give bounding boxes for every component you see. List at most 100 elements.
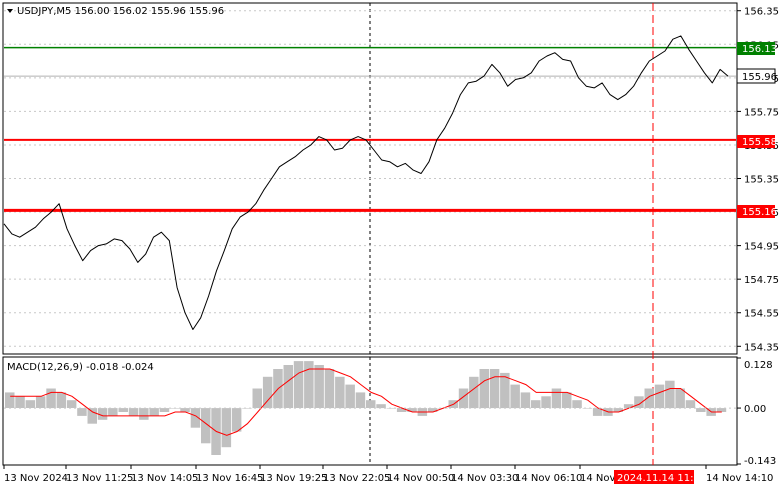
current-price-label-bg (736, 68, 776, 84)
macd-title: MACD(12,26,9) -0.018 -0.024 (7, 362, 154, 373)
macd-bar (427, 408, 438, 412)
macd-bar (335, 376, 345, 409)
time-label: 14 Nov 06:10 (515, 473, 582, 484)
highlight-time-label: 2024.11.14 11:55 (617, 473, 706, 484)
macd-bar (190, 408, 201, 428)
macd-bar (386, 408, 397, 409)
macd-bar (46, 388, 56, 409)
macd-bar (118, 408, 128, 412)
macd-bar (376, 404, 386, 409)
macd-bar (262, 376, 273, 409)
support-label: 155.16 (742, 207, 777, 218)
macd-bar (582, 408, 593, 409)
price-series (3, 35, 729, 330)
macd-signal-line (10, 368, 722, 436)
macd-bar (458, 388, 469, 409)
current-price-label: 155.96 (742, 72, 777, 83)
macd-bar (654, 384, 665, 409)
macd-bar (489, 369, 500, 409)
macd-signal-path (10, 368, 722, 436)
price-line (3, 35, 729, 330)
macd-bar (15, 396, 25, 408)
macd-bar (314, 365, 324, 408)
time-label: 13 Nov 11:25 (66, 473, 133, 484)
time-label: 13 Nov 2024 (4, 473, 68, 484)
macd-bar (623, 404, 634, 409)
macd-bar (97, 408, 108, 420)
macd-bar (159, 408, 170, 412)
macd-bar (407, 408, 417, 412)
time-label: 14 Nov 03:30 (451, 473, 518, 484)
price-tick-label: 154.95 (744, 242, 779, 253)
macd-tick-label: 0.00 (744, 404, 766, 415)
macd-axis: 0.128 0.00 -0.143 (4, 357, 776, 467)
macd-bar (252, 388, 262, 409)
symbol-info: USDJPY,M5 156.00 156.02 155.96 155.96 (17, 6, 224, 17)
macd-bar (469, 376, 479, 409)
macd-bar (613, 408, 623, 412)
macd-bar (644, 388, 654, 409)
macd-bar (479, 369, 489, 409)
time-label: 14 Nov 00:50 (387, 473, 454, 484)
macd-bar (551, 388, 562, 409)
time-label: 13 Nov 16:45 (196, 473, 263, 484)
macd-bar (283, 365, 293, 408)
macd-bar (355, 392, 366, 408)
time-label: 13 Nov 22:05 (323, 473, 390, 484)
macd-bar (293, 361, 304, 408)
macd-bar (108, 408, 118, 416)
macd-bar (35, 396, 46, 408)
chart-menu-arrow-icon[interactable] (7, 9, 13, 13)
macd-bar (685, 400, 696, 408)
macd-tick-label: 0.128 (744, 360, 773, 371)
price-axis: 156.35156.15155.95155.75155.55155.35155.… (737, 7, 779, 353)
macd-bar (396, 408, 407, 412)
middle-level-label: 155.58 (742, 137, 777, 148)
macd-bar (180, 408, 190, 412)
macd-bar (304, 361, 314, 408)
resistance-label: 156.13 (742, 44, 777, 55)
middle-level-label-bg (737, 135, 775, 148)
highlight-time-label-bg (614, 470, 694, 484)
macd-bar (324, 369, 335, 409)
macd-bar (25, 400, 36, 408)
price-tick-label: 154.55 (744, 309, 779, 320)
macd-tick-label: -0.143 (744, 456, 776, 467)
macd-bar (221, 408, 232, 448)
macd-bar (5, 392, 15, 408)
price-gridlines (4, 10, 736, 347)
macd-bar (716, 408, 727, 412)
time-label: 13 Nov 19:25 (260, 473, 327, 484)
support-label-bg (737, 205, 775, 218)
macd-bar (520, 392, 531, 408)
macd-bar (572, 400, 582, 408)
macd-bar (149, 408, 159, 416)
macd-bar (77, 408, 87, 416)
time-label: 14 Nov (580, 473, 616, 484)
macd-bar (510, 384, 520, 409)
macd-bar (592, 408, 603, 416)
macd-bar (665, 380, 675, 409)
macd-bar (366, 400, 376, 408)
macd-bar (139, 408, 149, 420)
price-tick-label: 155.35 (744, 175, 779, 186)
time-label: 13 Nov 14:05 (131, 473, 198, 484)
time-label: 14 Nov 14:10 (706, 473, 773, 484)
macd-bar (634, 396, 644, 408)
macd-bar (345, 384, 355, 409)
price-levels[interactable] (4, 46, 736, 212)
macd-bar (56, 392, 67, 408)
resistance-label-bg (737, 42, 775, 55)
macd-bar (231, 408, 242, 432)
price-tick-label: 155.75 (744, 107, 779, 118)
macd-bar (201, 408, 211, 444)
macd-bar (562, 392, 572, 408)
macd-bar (541, 396, 551, 408)
price-tick-label: 156.35 (744, 7, 779, 18)
macd-bar (66, 400, 77, 408)
macd-bar (500, 372, 510, 409)
price-tick-label: 154.75 (744, 275, 779, 286)
macd-bar (675, 388, 685, 409)
